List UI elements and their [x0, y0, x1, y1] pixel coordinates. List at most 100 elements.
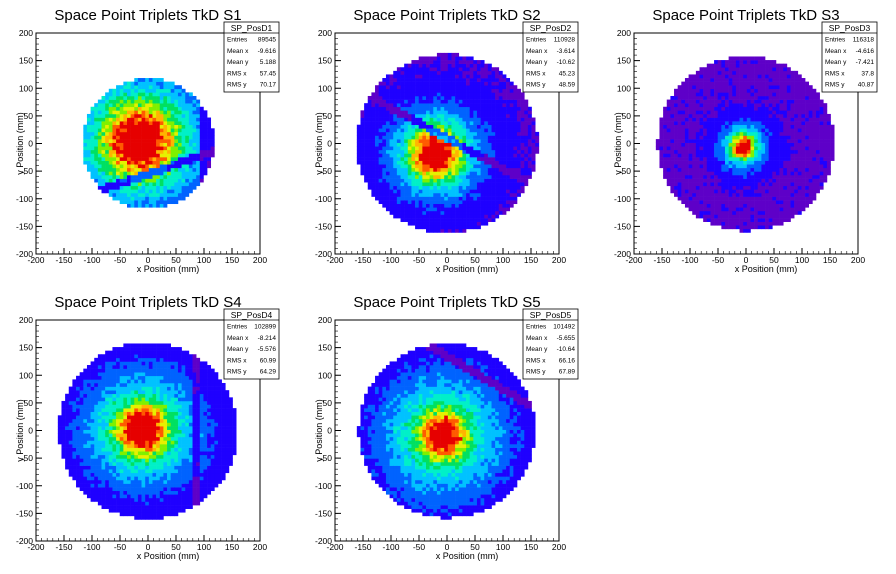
heatmap-cell: [407, 131, 412, 136]
heatmap-cell: [108, 88, 113, 93]
x-tick-label: -100: [382, 255, 399, 265]
heatmap-cell: [688, 185, 693, 190]
heatmap-cell: [728, 88, 733, 93]
heatmap-cell: [775, 74, 780, 79]
heatmap-cell: [498, 92, 503, 97]
heatmap-cell: [156, 95, 161, 100]
heatmap-cell: [152, 81, 157, 86]
heatmap-cell: [772, 88, 777, 93]
heatmap-cell: [396, 131, 401, 136]
heatmap-cell: [473, 203, 478, 208]
heatmap-cell: [674, 103, 678, 108]
heatmap-cell: [757, 74, 762, 79]
heatmap-cell: [123, 95, 128, 100]
heatmap-cell: [743, 99, 748, 104]
heatmap-cell: [101, 142, 106, 147]
heatmap-cell: [754, 203, 759, 208]
heatmap-cell: [480, 103, 485, 108]
heatmap-cell: [170, 182, 175, 187]
heatmap-cell: [462, 128, 467, 133]
heatmap-cell: [517, 142, 521, 147]
heatmap-cell: [487, 95, 492, 100]
heatmap-cell: [513, 160, 518, 165]
heatmap-cell: [141, 85, 146, 90]
heatmap-cell: [444, 146, 449, 151]
heatmap-cell: [495, 185, 500, 190]
heatmap-cell: [174, 142, 179, 147]
heatmap-cell: [491, 110, 496, 115]
heatmap-cell: [404, 139, 409, 143]
heatmap-cell: [699, 167, 704, 172]
heatmap-cell: [156, 203, 161, 208]
heatmap-cell: [174, 99, 179, 104]
heatmap-cell: [466, 95, 470, 100]
heatmap-cell: [177, 171, 182, 176]
heatmap-cell: [688, 74, 693, 79]
heatmap-cell: [382, 85, 387, 90]
heatmap-cell: [739, 160, 744, 165]
heatmap-cell: [786, 182, 791, 187]
heatmap-cell: [775, 103, 780, 108]
heatmap-cell: [670, 131, 675, 136]
heatmap-cell: [116, 95, 121, 100]
heatmap-cell: [487, 113, 492, 118]
heatmap-cell: [429, 153, 434, 158]
heatmap-cell: [192, 99, 197, 104]
heatmap-cell: [765, 225, 769, 230]
heatmap-cell: [775, 182, 780, 187]
heatmap-cell: [794, 124, 799, 129]
heatmap-cell: [750, 225, 755, 230]
heatmap-cell: [101, 95, 106, 100]
heatmap-cell: [444, 88, 449, 93]
heatmap-cell: [692, 128, 697, 133]
heatmap-cell: [732, 88, 737, 93]
heatmap-cell: [177, 128, 182, 133]
heatmap-cell: [717, 153, 722, 158]
heatmap-cell: [721, 139, 726, 143]
y-tick-label: -200: [16, 249, 33, 259]
heatmap-cell: [725, 164, 729, 169]
heatmap-cell: [199, 171, 204, 176]
heatmap-cell: [382, 113, 387, 118]
heatmap-cell: [768, 121, 773, 126]
heatmap-cell: [779, 92, 784, 97]
heatmap-cell: [174, 113, 179, 118]
heatmap-cell: [513, 92, 518, 97]
heatmap-cell: [750, 142, 755, 147]
heatmap-cell: [765, 160, 769, 165]
heatmap-cell: [476, 203, 481, 208]
heatmap-cell: [462, 131, 467, 136]
heatmap-cell: [185, 92, 190, 97]
heatmap-cell: [163, 106, 168, 111]
heatmap-cell: [458, 174, 463, 179]
heatmap-cell: [484, 99, 489, 104]
heatmap-cell: [145, 117, 150, 122]
heatmap-cell: [466, 221, 470, 226]
heatmap-cell: [757, 200, 762, 205]
heatmap-cell: [385, 178, 390, 183]
heatmap-cell: [487, 99, 492, 104]
heatmap-cell: [757, 110, 762, 115]
heatmap-cell: [484, 192, 489, 197]
heatmap-cell: [779, 189, 784, 194]
heatmap-cell: [418, 196, 423, 201]
heatmap-cell: [805, 200, 810, 205]
heatmap-cell: [404, 117, 409, 122]
heatmap-cell: [765, 70, 769, 75]
heatmap-cell: [407, 99, 412, 104]
heatmap-cell: [382, 192, 387, 197]
heatmap-cell: [466, 88, 470, 93]
heatmap-cell: [495, 70, 500, 75]
heatmap-cell: [90, 121, 95, 126]
heatmap-cell: [761, 167, 766, 172]
heatmap-cell: [498, 153, 503, 158]
heatmap-cell: [761, 210, 766, 215]
heatmap-cell: [418, 153, 423, 158]
heatmap-cell: [688, 207, 693, 212]
heatmap-cell: [706, 196, 711, 201]
heatmap-cell: [455, 139, 460, 143]
heatmap-cell: [210, 128, 215, 133]
heatmap-cell: [761, 56, 766, 61]
heatmap-cell: [663, 113, 668, 118]
heatmap-cell: [134, 81, 139, 86]
